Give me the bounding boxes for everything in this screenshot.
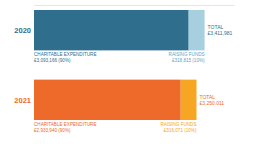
data-label: £318,815 (10%) [172, 58, 205, 63]
bar-segment [181, 80, 197, 120]
category-label: 2020 [14, 26, 31, 35]
series-name-label: CHARITABLE EXPENDITURE [34, 122, 96, 127]
data-label: £3,093,166 (90%) [34, 58, 71, 63]
chart: 2020CHARITABLE EXPENDITURE£3,093,166 (90… [0, 0, 256, 144]
category-label: 2021 [14, 96, 31, 105]
bar-segment [34, 80, 181, 120]
bar-segment [34, 10, 189, 50]
series-name-label: RAISING FUNDS [161, 122, 197, 127]
series-name-label: CHARITABLE EXPENDITURE [34, 52, 96, 57]
labels: 2020CHARITABLE EXPENDITURE£3,093,166 (90… [14, 24, 232, 132]
data-label: £2,933,940 (90%) [34, 128, 71, 133]
x-axis-line [35, 5, 235, 6]
total-value: £3,250,011 [200, 100, 225, 106]
bar-segment [189, 10, 205, 50]
series-name-label: RAISING FUNDS [169, 52, 205, 57]
total-value: £3,411,981 [208, 30, 233, 36]
x-axis [35, 5, 235, 6]
data-label: £316,071 (10%) [164, 128, 197, 133]
bars [34, 10, 205, 120]
